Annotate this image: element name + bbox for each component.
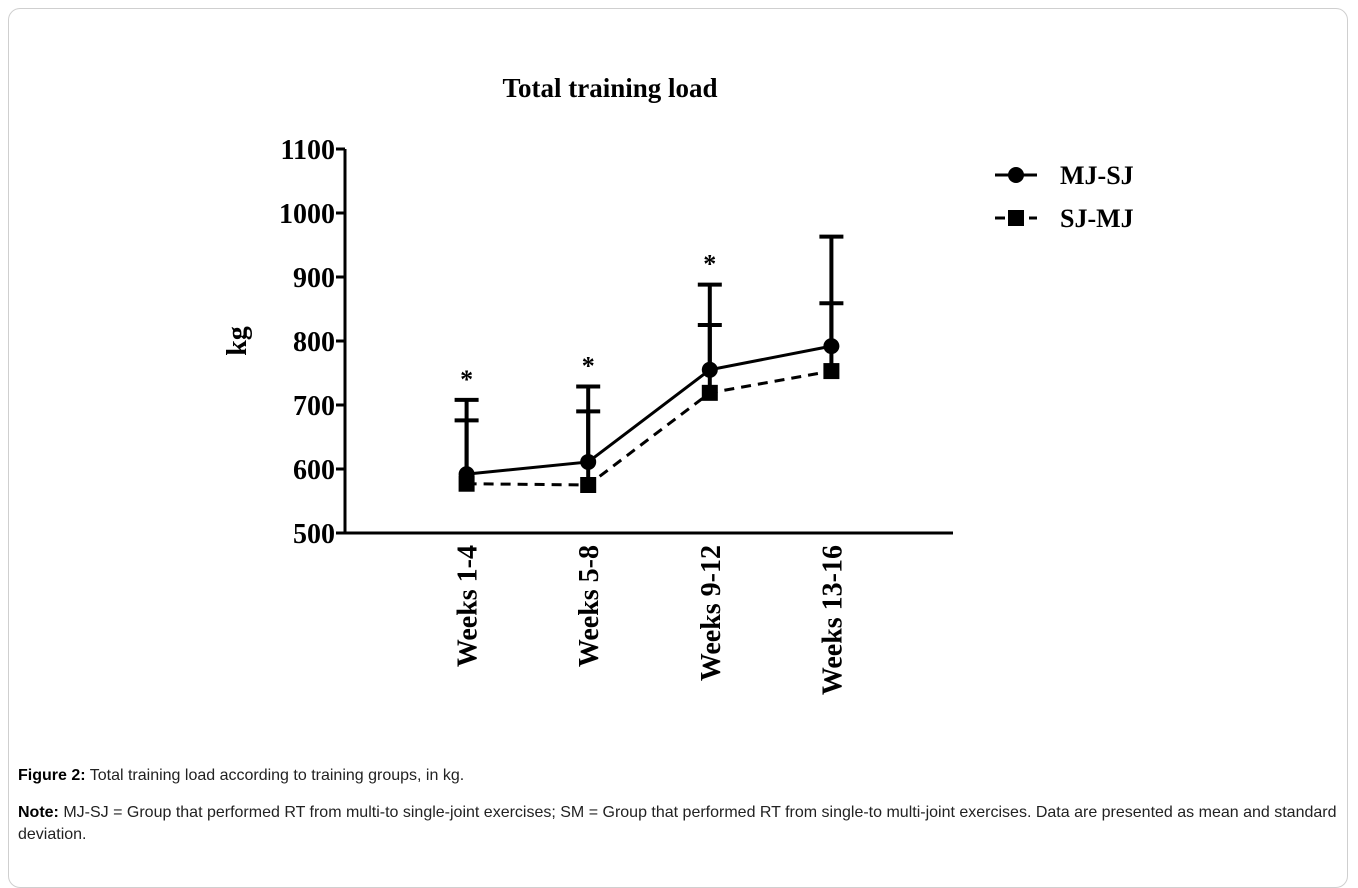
y-tick-label: 500	[293, 519, 335, 550]
x-tick-label: Weeks 13-16	[817, 545, 848, 695]
annotation: *	[582, 351, 595, 380]
error-bar	[697, 323, 722, 393]
error-bar	[576, 409, 601, 485]
y-tick-label: 600	[293, 455, 335, 486]
marker	[580, 477, 597, 493]
y-tick-label: 800	[293, 327, 335, 358]
annotation: *	[703, 250, 716, 279]
legend-marker	[1008, 210, 1024, 226]
y-tick-label: 1100	[281, 135, 335, 166]
y-tick-label: 1000	[279, 199, 335, 230]
marker	[701, 384, 718, 401]
y-tick-label: 700	[293, 391, 335, 422]
marker	[823, 363, 840, 380]
series-line	[466, 369, 832, 487]
note-label: Note:	[18, 804, 59, 821]
y-axis-label: kg	[222, 326, 253, 356]
y-tick-label: 900	[293, 263, 335, 294]
annotation: *	[460, 365, 473, 394]
note-text: MJ-SJ = Group that performed RT from mul…	[18, 804, 1337, 843]
marker	[458, 475, 475, 492]
series-line	[466, 344, 832, 476]
error-bar	[819, 301, 844, 372]
legend-label: MJ-SJ	[1060, 161, 1134, 190]
caption-label: Figure 2:	[18, 767, 86, 784]
chart-title: Total training load	[502, 73, 717, 103]
legend-label: SJ-MJ	[1060, 204, 1134, 233]
caption: Figure 2: Total training load according …	[18, 765, 1348, 787]
legend-marker	[1008, 167, 1024, 183]
error-bar	[454, 418, 479, 484]
note: Note: MJ-SJ = Group that performed RT fr…	[18, 802, 1348, 846]
x-tick-label: Weeks 5-8	[574, 545, 605, 667]
caption-text: Total training load according to trainin…	[89, 767, 465, 784]
chart: Total training load kg 500 600 700 800 900 10…	[222, 73, 1134, 695]
x-tick-label: Weeks 1-4	[453, 545, 484, 667]
x-tick-label: Weeks 9-12	[696, 545, 727, 681]
